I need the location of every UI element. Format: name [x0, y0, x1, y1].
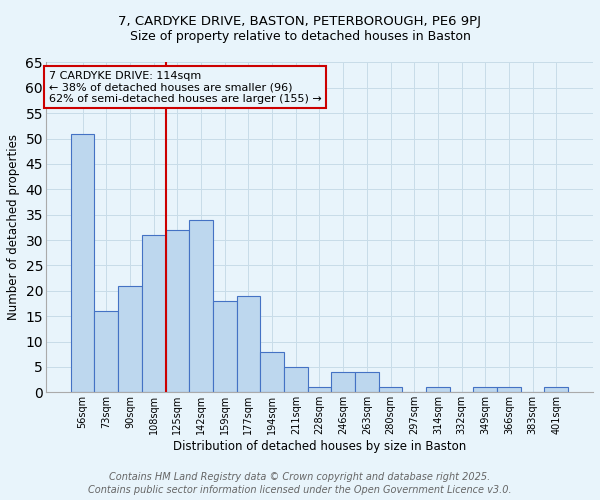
Bar — [94, 311, 118, 392]
Bar — [71, 134, 94, 392]
Bar — [497, 388, 521, 392]
Bar — [236, 296, 260, 392]
Bar — [379, 388, 403, 392]
Text: Contains HM Land Registry data © Crown copyright and database right 2025.: Contains HM Land Registry data © Crown c… — [109, 472, 491, 482]
Y-axis label: Number of detached properties: Number of detached properties — [7, 134, 20, 320]
Text: 7, CARDYKE DRIVE, BASTON, PETERBOROUGH, PE6 9PJ: 7, CARDYKE DRIVE, BASTON, PETERBOROUGH, … — [119, 15, 482, 28]
Bar — [473, 388, 497, 392]
Bar — [166, 230, 189, 392]
Text: Contains public sector information licensed under the Open Government Licence v3: Contains public sector information licen… — [88, 485, 512, 495]
Bar — [426, 388, 450, 392]
Bar — [213, 301, 236, 392]
Bar — [355, 372, 379, 392]
Bar — [189, 220, 213, 392]
Bar — [331, 372, 355, 392]
Bar — [284, 367, 308, 392]
Bar — [260, 352, 284, 393]
X-axis label: Distribution of detached houses by size in Baston: Distribution of detached houses by size … — [173, 440, 466, 453]
Text: 7 CARDYKE DRIVE: 114sqm
← 38% of detached houses are smaller (96)
62% of semi-de: 7 CARDYKE DRIVE: 114sqm ← 38% of detache… — [49, 70, 322, 104]
Bar — [308, 388, 331, 392]
Bar — [142, 235, 166, 392]
Bar — [544, 388, 568, 392]
Text: Size of property relative to detached houses in Baston: Size of property relative to detached ho… — [130, 30, 470, 43]
Bar — [118, 286, 142, 393]
